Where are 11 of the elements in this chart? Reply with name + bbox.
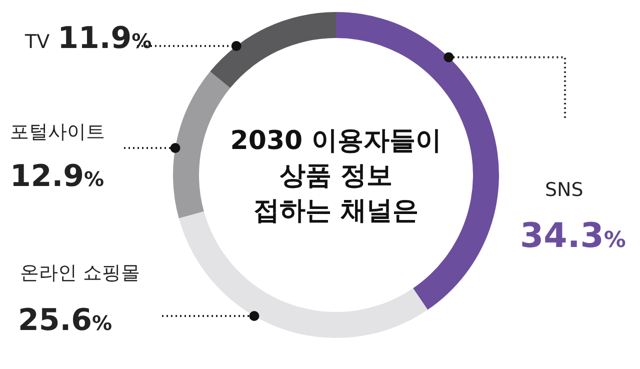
data-label: 25.6%	[18, 303, 112, 338]
text: 2030 이용자들이 상품 정보 접하는 채널은	[230, 126, 442, 226]
slice-label: SNS	[545, 179, 584, 201]
data-label: 12.9%	[10, 159, 104, 194]
donut-slice	[173, 71, 230, 218]
slice-label: 포털사이트	[10, 121, 105, 143]
data-label: 11.9%	[58, 21, 152, 56]
slice-label: 온라인 쇼핑몰	[20, 262, 140, 284]
donut-slice	[210, 12, 336, 88]
slice-label: TV	[24, 31, 50, 53]
data-label: 34.3%	[520, 216, 626, 256]
